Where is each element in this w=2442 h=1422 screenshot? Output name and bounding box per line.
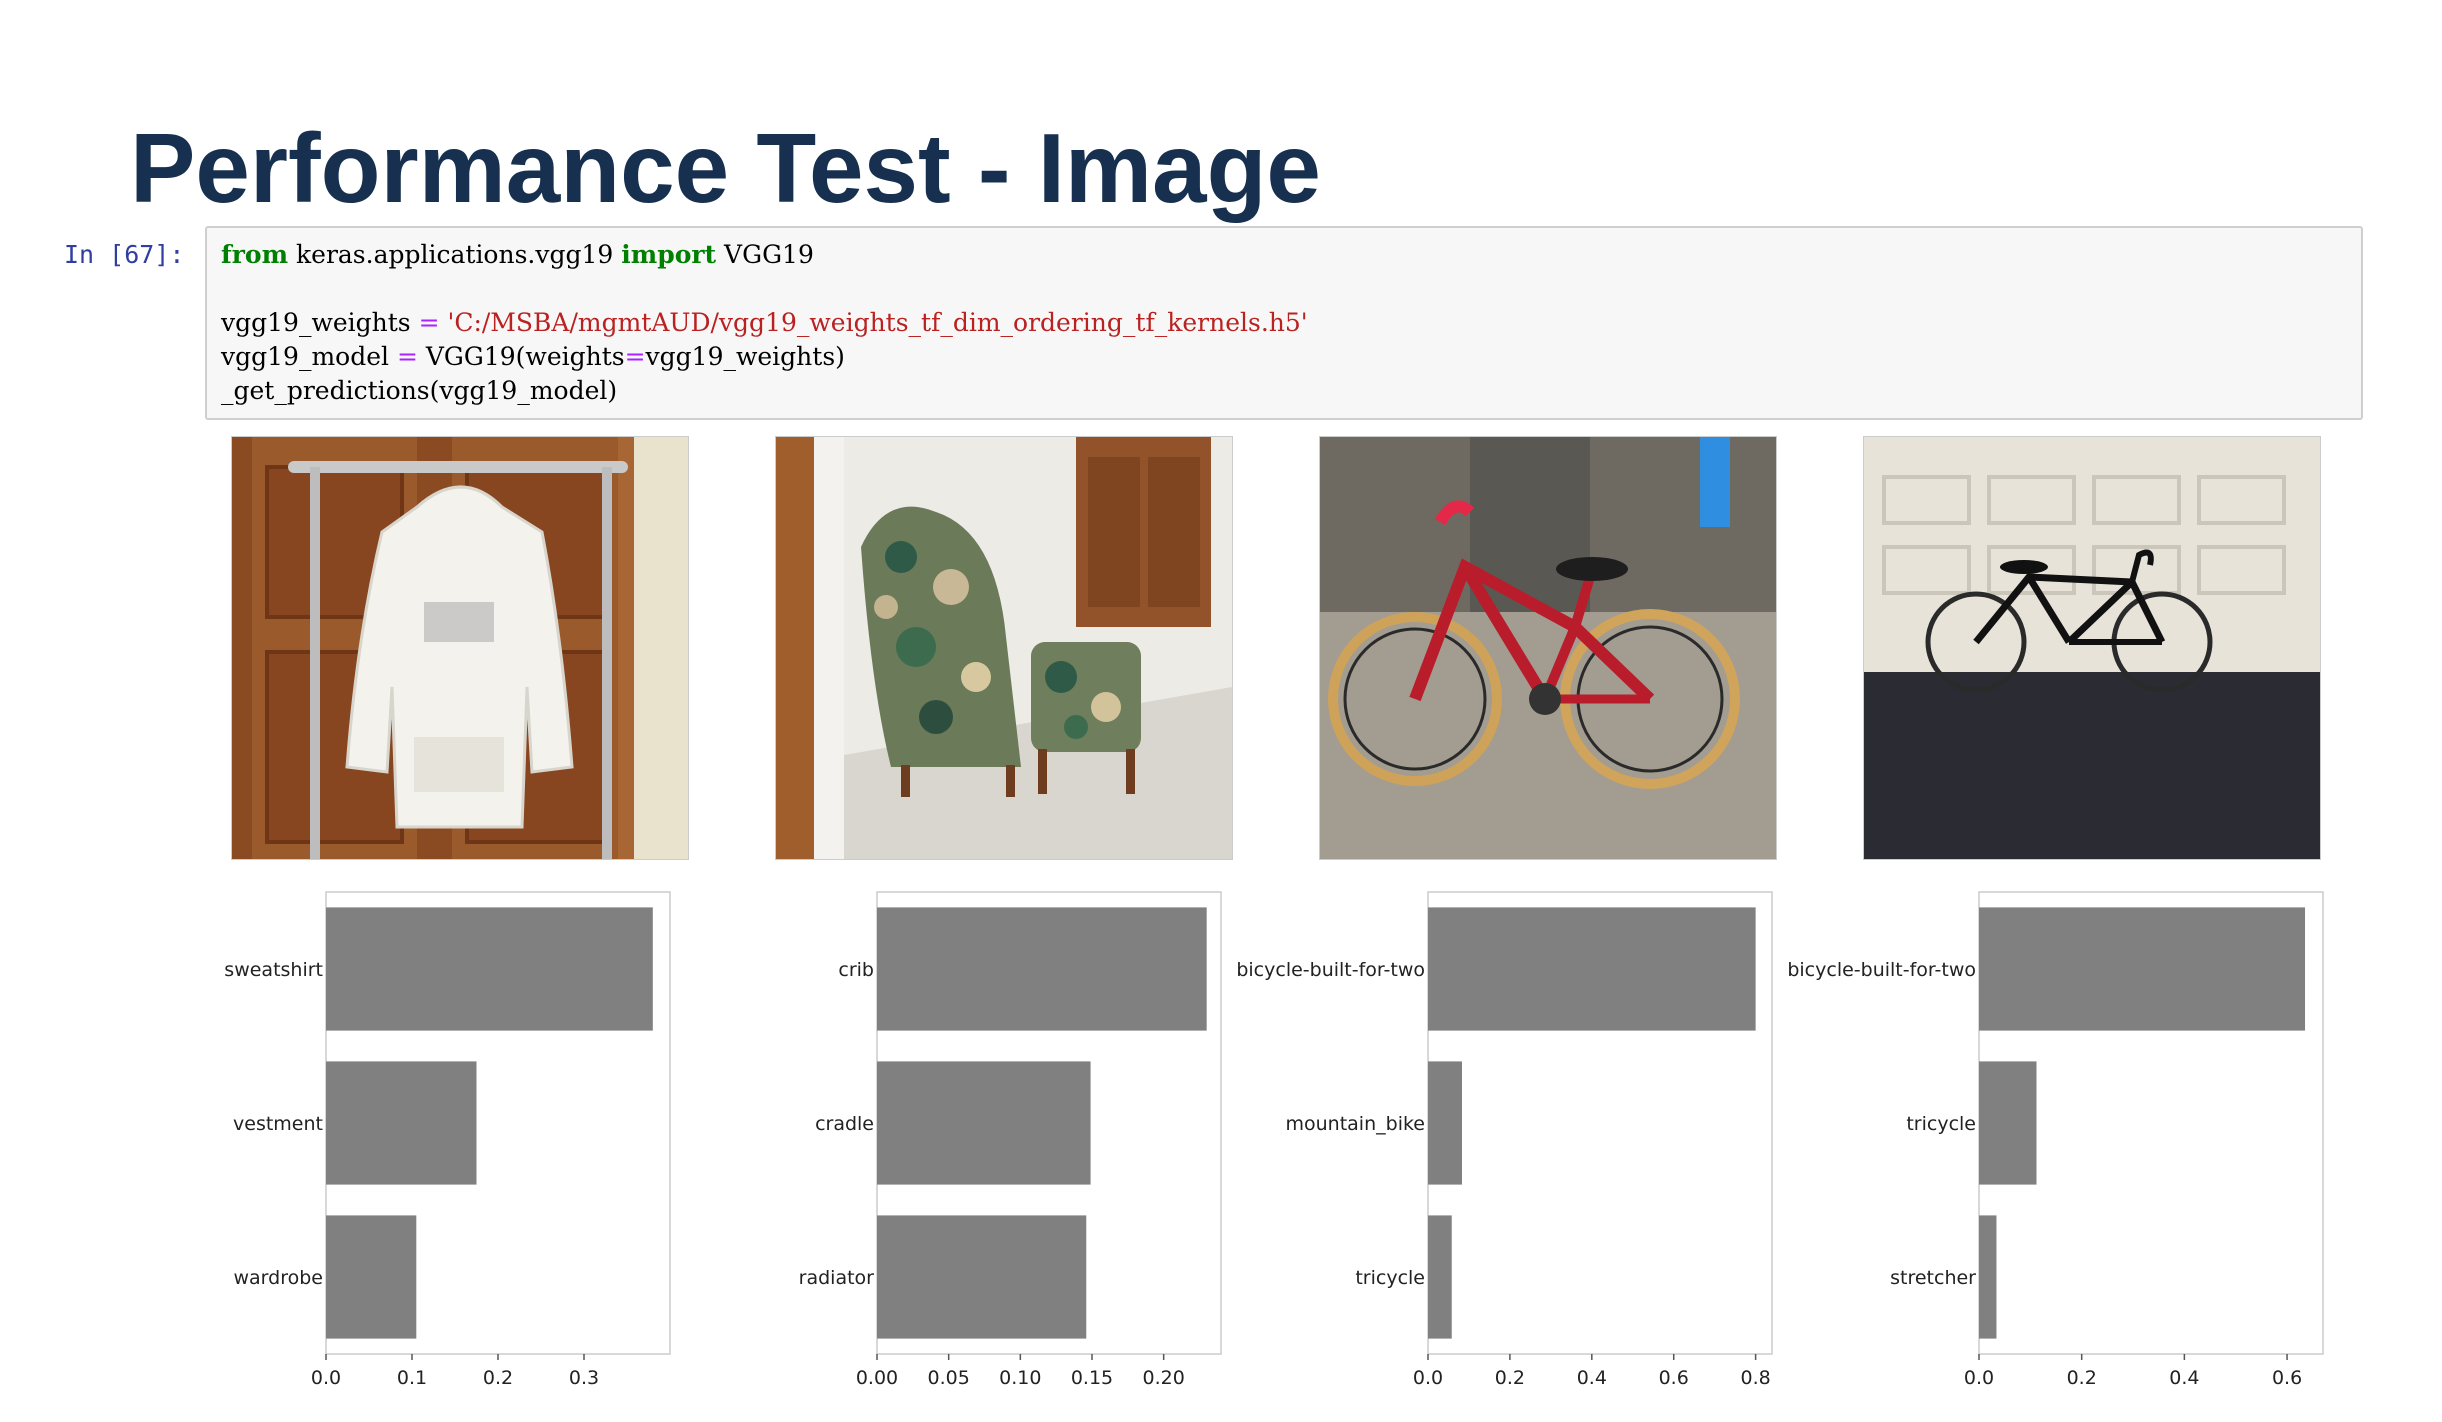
x-tick-label: 0.8	[1741, 1367, 1771, 1389]
x-tick-label: 0.15	[1071, 1367, 1113, 1389]
x-tick-label: 0.0	[1964, 1367, 1994, 1389]
category-label: tricycle	[1355, 1267, 1425, 1289]
prediction-chart-2: crib cradle radiator 0.00 0.05 0.10 0.15 0.20	[681, 880, 1241, 1400]
code-module: keras.applications.vgg19	[288, 240, 622, 269]
category-label: sweatshirt	[224, 959, 323, 981]
category-label: stretcher	[1890, 1267, 1976, 1289]
red-bicycle-photo	[1319, 436, 1777, 860]
code-operator: =	[624, 342, 646, 371]
bar	[1428, 907, 1756, 1031]
category-label: cradle	[815, 1113, 874, 1135]
keyword-import: import	[621, 240, 717, 269]
x-tick-label: 0.10	[999, 1367, 1041, 1389]
bar	[1979, 1215, 1997, 1339]
prediction-chart-2-svg: crib cradle radiator 0.00 0.05 0.10 0.15 0.20	[799, 891, 1222, 1389]
category-label: wardrobe	[234, 1267, 324, 1289]
x-tick-label: 0.1	[397, 1367, 427, 1389]
x-tick-label: 0.0	[311, 1367, 341, 1389]
bar	[877, 907, 1207, 1031]
keyword-from: from	[221, 240, 289, 269]
code-predictions-call: _get_predictions(vgg19_model)	[221, 376, 618, 405]
x-tick-label: 0.00	[856, 1367, 898, 1389]
code-model-var: vgg19_model	[221, 342, 397, 371]
category-label: bicycle-built-for-two	[1787, 959, 1976, 981]
prediction-chart-4-svg: bicycle-built-for-two tricycle stretcher 0.…	[1787, 891, 2324, 1389]
x-tick-label: 0.20	[1143, 1367, 1185, 1389]
x-tick-label: 0.2	[2067, 1367, 2097, 1389]
slide-title: Performance Test - Image	[130, 113, 1321, 223]
x-tick-label: 0.0	[1413, 1367, 1443, 1389]
prediction-chart-4: bicycle-built-for-two tricycle stretcher 0.…	[1783, 880, 2343, 1400]
category-label: vestment	[233, 1113, 323, 1135]
category-label: tricycle	[1906, 1113, 1976, 1135]
bar	[1979, 1061, 2037, 1185]
category-label: bicycle-built-for-two	[1236, 959, 1425, 981]
x-tick-label: 0.2	[483, 1367, 513, 1389]
code-model-call: VGG19(weights	[417, 342, 625, 371]
category-label: mountain_bike	[1286, 1113, 1426, 1135]
code-operator: =	[418, 308, 440, 337]
category-label: crib	[838, 959, 874, 981]
bar	[1428, 1215, 1452, 1339]
code-weights-var: vgg19_weights	[221, 308, 419, 337]
bar	[326, 1061, 477, 1185]
armchair-and-ottoman-photo	[775, 436, 1233, 860]
code-class-name: VGG19	[716, 240, 814, 269]
bar	[1428, 1061, 1462, 1185]
sweatshirt-on-rack-photo	[231, 436, 689, 860]
black-bicycle-photo	[1863, 436, 2321, 860]
code-model-arg: vgg19_weights)	[645, 342, 845, 371]
x-tick-label: 0.4	[2169, 1367, 2199, 1389]
x-tick-label: 0.6	[1659, 1367, 1689, 1389]
bar	[326, 907, 653, 1031]
code-cell[interactable]: from keras.applications.vgg19 import VGG…	[205, 226, 2363, 420]
prediction-chart-1-svg: sweatshirt vestment wardrobe 0.0 0.1 0.2 0.3	[224, 891, 671, 1389]
code-text: from keras.applications.vgg19 import VGG…	[221, 238, 1308, 408]
x-tick-label: 0.05	[928, 1367, 970, 1389]
code-operator: =	[396, 342, 418, 371]
bar	[326, 1215, 417, 1339]
cell-prompt: In [67]:	[64, 240, 185, 269]
x-tick-label: 0.3	[569, 1367, 599, 1389]
prediction-chart-3-svg: bicycle-built-for-two mountain_biketricyc…	[1236, 891, 1773, 1389]
x-tick-label: 0.2	[1495, 1367, 1525, 1389]
code-weights-path: 'C:/MSBA/mgmtAUD/vgg19_weights_tf_dim_or…	[439, 308, 1308, 337]
prediction-chart-1: sweatshirt vestment wardrobe 0.0 0.1 0.2 0.3	[130, 880, 690, 1400]
bar	[1979, 907, 2306, 1031]
bar	[877, 1061, 1091, 1185]
x-tick-label: 0.6	[2272, 1367, 2302, 1389]
bar	[877, 1215, 1087, 1339]
x-tick-label: 0.4	[1577, 1367, 1607, 1389]
category-label: radiator	[799, 1267, 875, 1289]
